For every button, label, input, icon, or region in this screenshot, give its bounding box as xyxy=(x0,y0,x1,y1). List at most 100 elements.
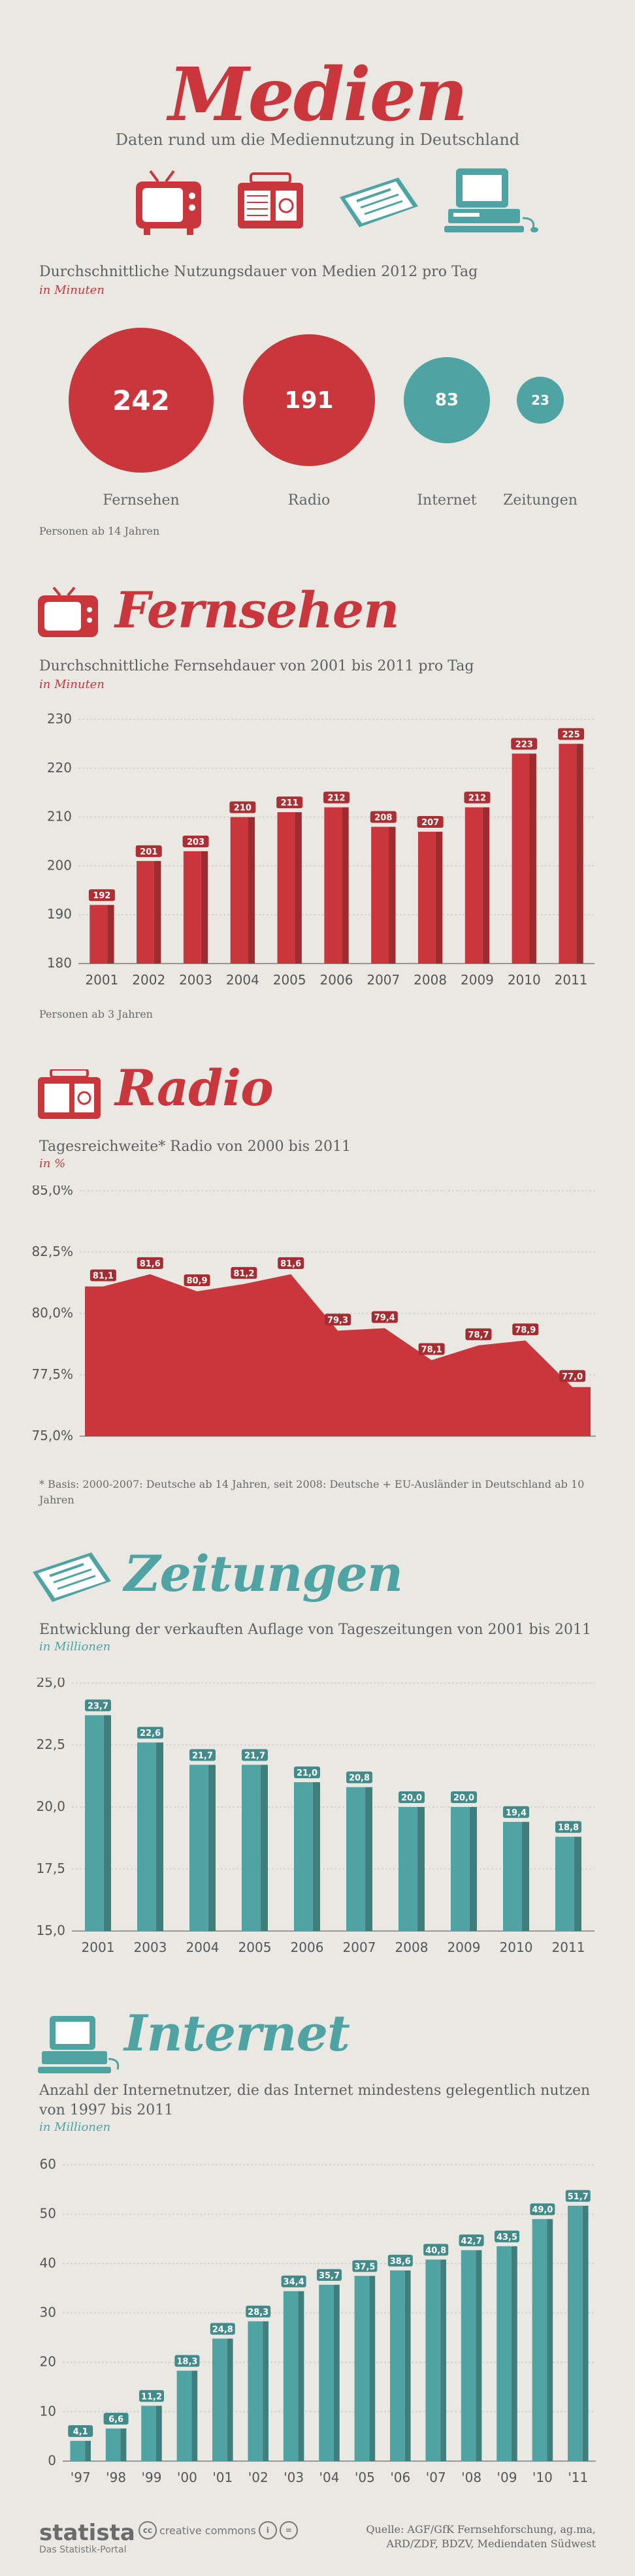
y-tick-label: 20 xyxy=(40,2354,56,2370)
bar xyxy=(90,905,108,964)
data-label: 34,4 xyxy=(284,2278,304,2287)
data-label: 78,7 xyxy=(468,1330,489,1340)
data-label-bg xyxy=(90,1269,116,1281)
x-tick-label: '06 xyxy=(390,2470,410,2485)
newspaper-chart: 15,0 17,5 20,0 22,5 25,0 23,7 2001 22,6 2003 21,7… xyxy=(36,1678,594,1955)
bar-side xyxy=(482,807,490,964)
data-label-bg xyxy=(451,1791,477,1803)
data-label-bg xyxy=(85,1699,111,1712)
data-label-bg xyxy=(139,2390,164,2402)
data-label-bg xyxy=(512,1323,539,1336)
data-label: 20,8 xyxy=(349,1774,370,1783)
data-label-bg xyxy=(276,796,303,809)
data-label-bg xyxy=(418,1343,445,1355)
data-label: 210 xyxy=(234,804,252,813)
x-tick-label: 2001 xyxy=(86,1445,120,1447)
statista-portal-label: Das Statistik-Portal xyxy=(39,2545,127,2555)
data-label-bg xyxy=(399,1791,425,1803)
data-label: 22,6 xyxy=(140,1729,161,1738)
data-label-bg xyxy=(210,2323,235,2335)
bar-side xyxy=(107,905,114,964)
data-label: 38,6 xyxy=(390,2257,411,2267)
data-label: 212 xyxy=(468,794,486,804)
bar xyxy=(324,807,342,964)
data-label: 11,2 xyxy=(141,2392,162,2402)
y-tick-label: 210 xyxy=(47,809,72,825)
bubble-value: 83 xyxy=(434,390,459,410)
bar-side xyxy=(201,851,208,964)
data-label: 81,2 xyxy=(233,1269,254,1279)
data-label: 24,8 xyxy=(212,2325,233,2334)
y-tick-label: 20,0 xyxy=(36,1798,65,1814)
bar-side xyxy=(389,826,396,964)
bar xyxy=(137,860,154,964)
bar xyxy=(503,1821,522,1931)
x-tick-label: 2007 xyxy=(366,972,400,988)
data-label-bg xyxy=(174,2355,200,2367)
data-label-bg xyxy=(88,889,115,902)
bar-side xyxy=(369,2276,376,2461)
data-label-bg xyxy=(103,2413,129,2425)
data-label-bg xyxy=(370,811,397,823)
media-icons xyxy=(0,163,635,235)
bar-side xyxy=(191,2370,198,2461)
data-label-bg xyxy=(182,835,209,847)
x-tick-label: '03 xyxy=(284,2470,304,2485)
bar xyxy=(399,1807,417,1931)
x-tick-label: 2010 xyxy=(508,972,541,988)
data-label-bg xyxy=(325,1313,351,1326)
x-tick-label: '05 xyxy=(355,2470,375,2485)
x-tick-label: '07 xyxy=(426,2470,446,2485)
y-tick-label: 80,0% xyxy=(31,1305,73,1321)
radio-chart: 75,0% 77,5% 80,0% 82,5% 85,0% 81,1 2001 81,6 200… xyxy=(31,1186,596,1447)
bar-side xyxy=(298,2291,304,2461)
y-tick-label: 200 xyxy=(47,857,72,873)
y-tick-label: 15,0 xyxy=(36,1923,65,1938)
data-label: 203 xyxy=(187,838,204,847)
x-tick-label: '10 xyxy=(532,2470,553,2485)
x-tick-label: 2007 xyxy=(343,1940,376,1955)
data-label-bg xyxy=(137,1257,163,1269)
bar xyxy=(568,2205,583,2461)
overview-unit: in Minuten xyxy=(39,283,105,297)
bar-side xyxy=(574,1836,581,1931)
data-label: 19,4 xyxy=(506,1808,527,1818)
statista-logo[interactable]: statista xyxy=(39,2520,135,2546)
y-tick-label: 0 xyxy=(48,2453,56,2468)
data-label-bg xyxy=(530,2203,555,2216)
x-tick-label: 2011 xyxy=(556,1445,589,1447)
data-label: 21,7 xyxy=(244,1751,265,1761)
x-tick-label: '02 xyxy=(248,2470,269,2485)
x-tick-label: 2007 xyxy=(368,1445,401,1447)
internet-section-title: Internet xyxy=(124,2004,350,2062)
data-label: 21,0 xyxy=(297,1768,318,1778)
x-tick-label: 2011 xyxy=(555,972,588,988)
creative-commons-badge[interactable]: cc creative commons i = xyxy=(138,2521,298,2539)
newspaper-section-icon xyxy=(33,1552,111,1602)
bar-side xyxy=(529,753,536,964)
bar-side xyxy=(469,1807,477,1931)
bar xyxy=(176,2370,192,2461)
bar xyxy=(555,1836,574,1931)
bar-side xyxy=(435,832,443,964)
bar-side xyxy=(227,2338,233,2461)
bar-side xyxy=(208,1765,216,1931)
bar xyxy=(294,1782,313,1931)
data-label-bg xyxy=(565,2190,591,2202)
data-label: 79,3 xyxy=(327,1315,348,1325)
bar-side xyxy=(260,1765,268,1931)
data-label: 80,9 xyxy=(187,1276,208,1286)
data-label-bg xyxy=(459,2234,484,2246)
bubble-value: 191 xyxy=(284,386,334,414)
bar-side xyxy=(333,2284,340,2461)
x-tick-label: '04 xyxy=(319,2470,340,2485)
data-label: 81,1 xyxy=(93,1272,114,1281)
data-label: 78,1 xyxy=(421,1345,442,1355)
data-label: 208 xyxy=(374,813,392,823)
bar xyxy=(497,2246,512,2461)
data-label-bg xyxy=(387,2254,413,2267)
x-tick-label: 2003 xyxy=(180,1445,214,1447)
x-tick-label: 2001 xyxy=(85,972,118,988)
data-label-bg xyxy=(323,791,350,804)
tv-chart: 180 190 200 210 220 230 192 2001 201 2002 203 2003 2… xyxy=(47,713,594,988)
